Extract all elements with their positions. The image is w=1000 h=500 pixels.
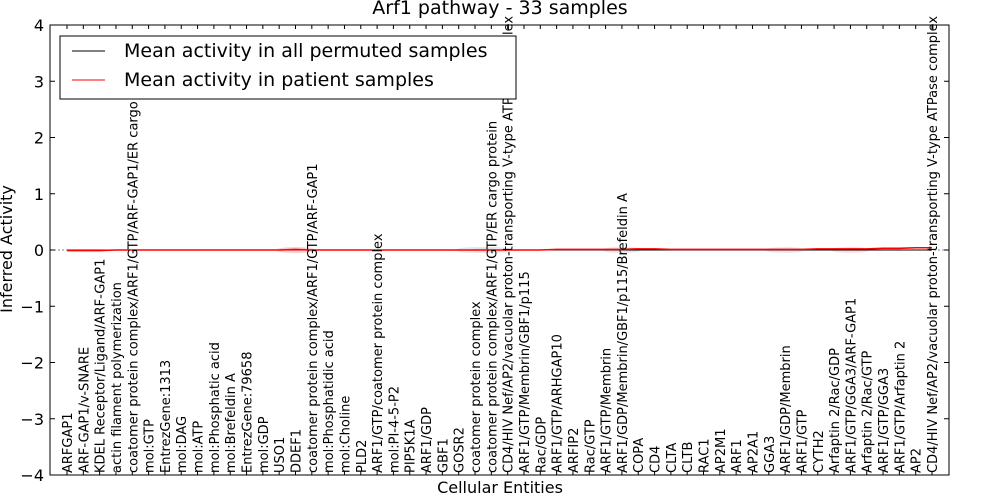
legend: Mean activity in all permuted samples Me… bbox=[59, 35, 517, 100]
category-label: mol:Brefeldin A bbox=[224, 373, 239, 473]
category-label: mol:GTP bbox=[143, 419, 158, 473]
category-label: ARFGAP1 bbox=[61, 413, 76, 473]
category-label: KDEL Receptor/Ligand/ARF-GAP1 bbox=[94, 259, 109, 473]
category-label: RAC1 bbox=[698, 438, 713, 473]
category-label: coatomer protein complex bbox=[469, 301, 484, 473]
category-label: CD4 bbox=[649, 446, 664, 473]
category-label: ARF-GAP1/v-SNARE bbox=[77, 347, 92, 473]
category-label: COPA bbox=[632, 438, 647, 473]
category-label: ARF1/GDP/Membrin/GBF1/p115/Brefeldin A bbox=[616, 193, 631, 473]
y-axis-label: Inferred Activity bbox=[0, 185, 16, 313]
category-label: ARF1/GTP/GGA3/ARF-GAP1 bbox=[844, 298, 859, 473]
category-label: ARF1/GTP/GGA3 bbox=[877, 368, 892, 473]
category-label: ARF1/GDP bbox=[420, 407, 435, 473]
y-tick-label: −2 bbox=[20, 354, 44, 373]
y-tick-label: 1 bbox=[34, 185, 44, 204]
category-label: ARF1/GTP bbox=[795, 409, 810, 473]
y-tick-label: 3 bbox=[34, 72, 44, 91]
category-label: AP2 bbox=[910, 448, 925, 473]
legend-box bbox=[59, 35, 517, 100]
category-label: mol:Phosphatic acid bbox=[208, 342, 223, 473]
plot-frame bbox=[49, 24, 950, 476]
category-label: CLTA bbox=[665, 443, 680, 473]
category-label: CYTH2 bbox=[812, 430, 827, 473]
y-tick-label: −1 bbox=[20, 297, 44, 316]
category-label: AP2A1 bbox=[746, 431, 761, 473]
series-lines bbox=[50, 246, 949, 252]
category-label: ARF1/GTP/ARHGAP10 bbox=[551, 334, 566, 473]
x-axis-label: Cellular Entities bbox=[437, 478, 563, 497]
series-line-patient bbox=[67, 246, 932, 252]
category-label: mol:ATP bbox=[192, 421, 207, 473]
y-tick-label: 4 bbox=[34, 16, 44, 35]
category-label: DDEF1 bbox=[289, 429, 304, 473]
category-label: ARFIP2 bbox=[567, 428, 582, 473]
category-label: Arfaptin 2/Rac/GDP bbox=[828, 348, 843, 473]
category-label: Arfaptin 2/Rac/GTP bbox=[861, 350, 876, 473]
category-label: mol:Choline bbox=[338, 396, 353, 473]
category-label: actin filament polymerization bbox=[110, 282, 125, 473]
category-label: mol:DAG bbox=[175, 416, 190, 473]
category-label: coatomer protein complex/ARF1/GTP/ARF-GA… bbox=[126, 51, 141, 473]
category-label: USO1 bbox=[273, 437, 288, 473]
legend-label-permuted: Mean activity in all permuted samples bbox=[124, 40, 487, 62]
category-label: ARF1/GTP/Arfaptin 2 bbox=[893, 341, 908, 473]
category-label: mol:Phosphatidic acid bbox=[322, 330, 337, 473]
y-tick-label: 2 bbox=[34, 129, 44, 148]
category-label: PIP5K1A bbox=[404, 419, 419, 473]
category-label: GGA3 bbox=[763, 436, 778, 473]
y-tick-label: −3 bbox=[20, 410, 44, 429]
category-label: AP2M1 bbox=[714, 429, 729, 474]
category-label: ARF1/GTP/Membrin/GBF1/p115 bbox=[518, 271, 533, 473]
category-label: CD4/HIV Nef/AP2/vacuolar proton-transpor… bbox=[502, 16, 517, 473]
category-label: CLTB bbox=[681, 442, 696, 473]
category-label: Rac/GTP bbox=[583, 419, 598, 473]
y-tick-label: 0 bbox=[34, 241, 44, 260]
category-label: ARF1 bbox=[730, 439, 745, 473]
category-label: ARF1/GDP/Membrin bbox=[779, 345, 794, 473]
category-labels: ARFGAP1 ARF-GAP1/v-SNARE KDEL Receptor/Lig… bbox=[61, 16, 941, 473]
category-label: ARF1/GTP/Membrin bbox=[600, 348, 615, 473]
category-label: GOSR2 bbox=[453, 427, 468, 473]
category-label: PLD2 bbox=[355, 440, 370, 473]
category-label: coatomer protein complex/ARF1/GTP/ER car… bbox=[485, 121, 500, 473]
y-axis-ticks: −4 −3 −2 −1 0 1 2 3 4 bbox=[20, 16, 949, 485]
chart-title: Arf1 pathway - 33 samples bbox=[372, 0, 627, 19]
category-label: ARF1/GTP/coatomer protein complex bbox=[371, 233, 386, 473]
category-label: Rac/GDP bbox=[534, 417, 549, 473]
x-axis-ticks bbox=[66, 25, 933, 475]
category-label: mol:GDP bbox=[257, 416, 272, 473]
category-label: EntrezGene:1313 bbox=[159, 360, 174, 473]
category-label: GBF1 bbox=[436, 438, 451, 473]
category-label: CD4/HIV Nef/AP2/vacuolar proton-transpor… bbox=[926, 16, 941, 473]
category-label: mol:PI-4-5-P2 bbox=[387, 386, 402, 473]
category-label: coatomer protein complex/ARF1/GTP/ARF-GA… bbox=[306, 163, 321, 473]
y-tick-label: −4 bbox=[20, 466, 44, 485]
category-label: EntrezGene:79658 bbox=[241, 352, 256, 473]
legend-label-patient: Mean activity in patient samples bbox=[124, 69, 434, 91]
